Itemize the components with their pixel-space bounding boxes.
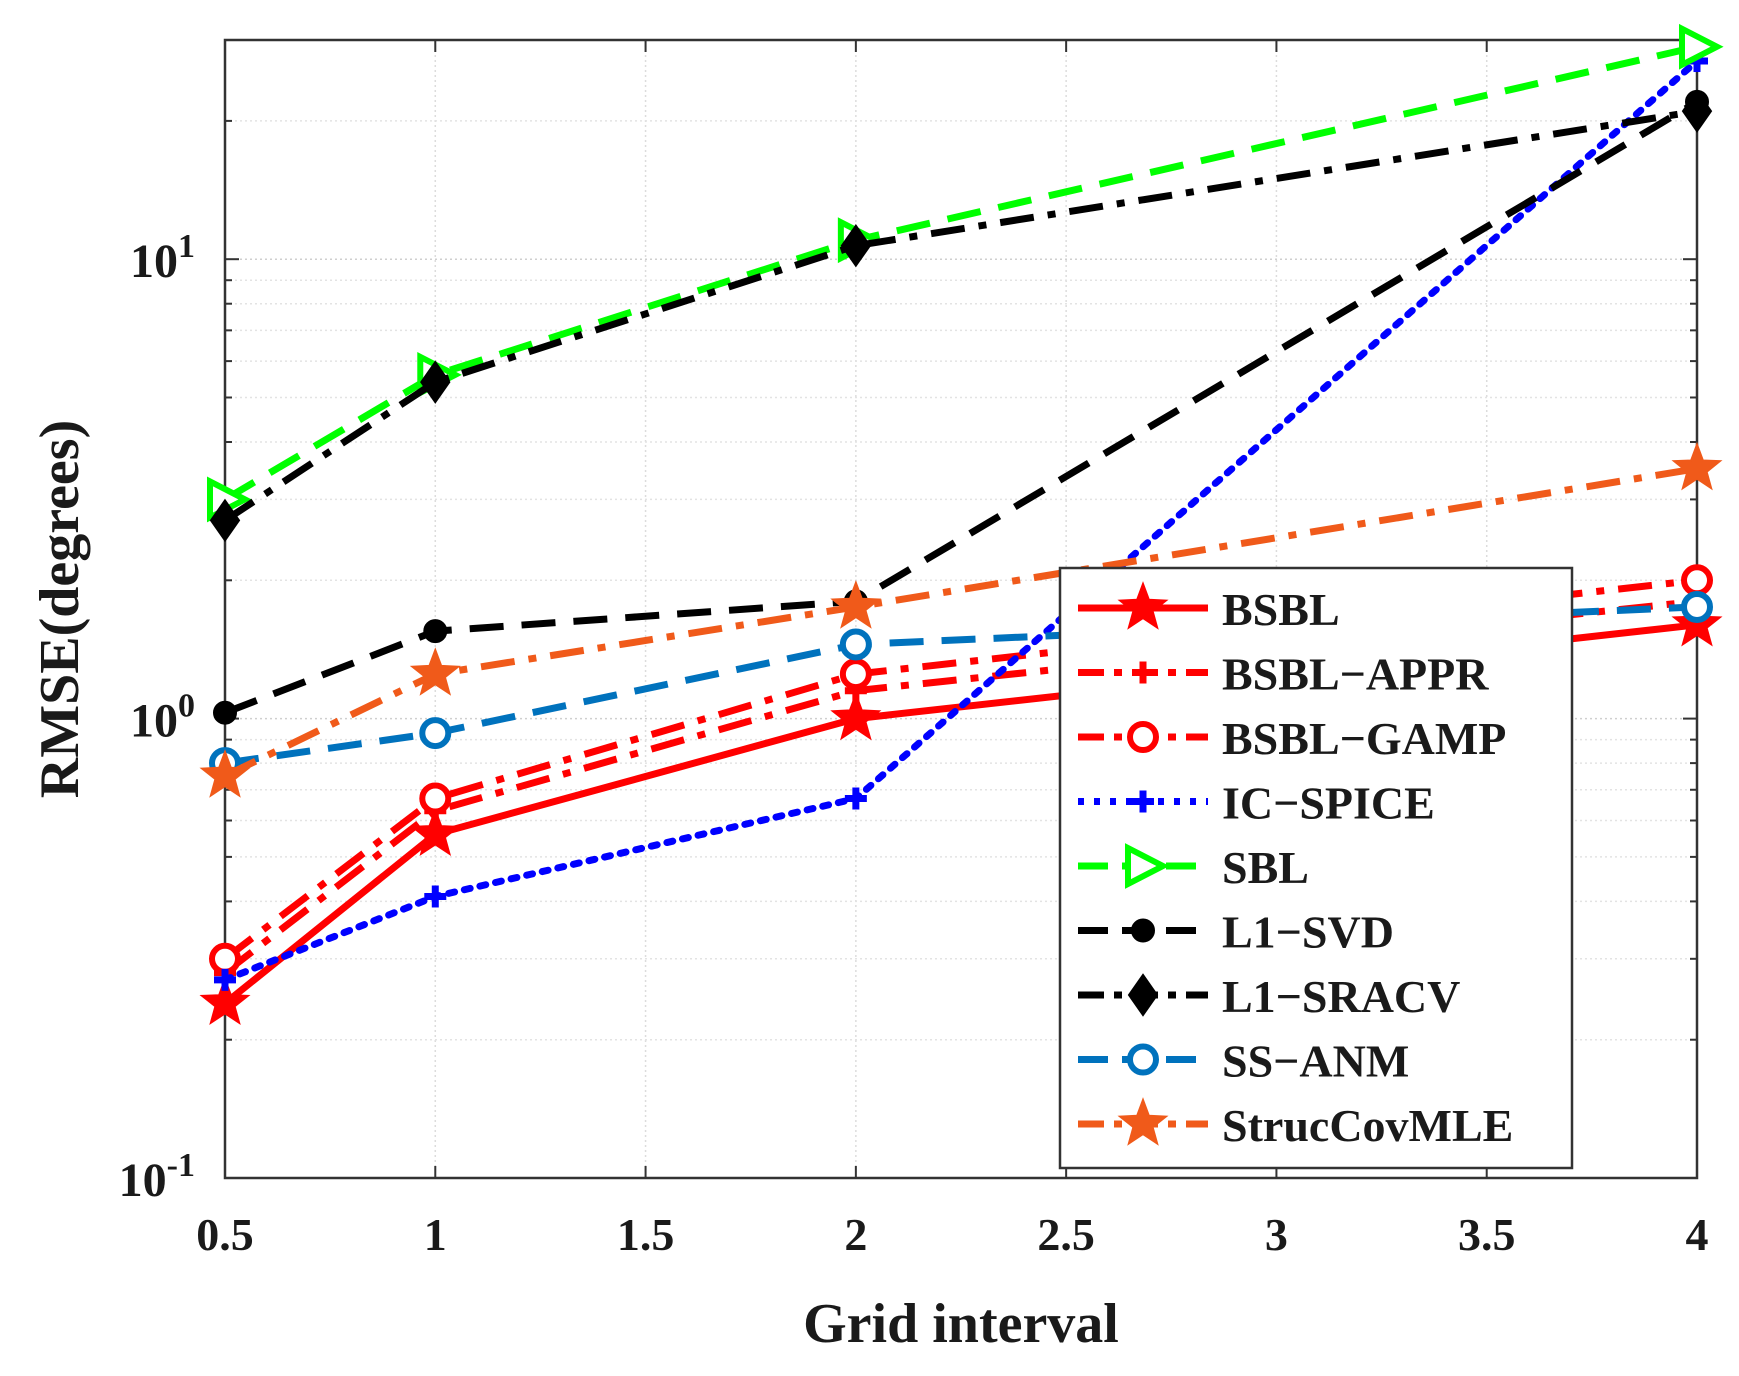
data-point xyxy=(830,580,882,629)
data-point xyxy=(839,628,872,661)
data-point xyxy=(419,717,452,750)
x-tick-label: 3.5 xyxy=(1458,1209,1516,1260)
data-point xyxy=(209,942,241,975)
legend-item: IC−SPICE xyxy=(1078,778,1435,829)
x-tick-label: 1 xyxy=(424,1209,447,1260)
data-point xyxy=(1681,590,1713,623)
series-l1-sracv xyxy=(209,89,1713,543)
legend-item: BSBL xyxy=(1078,581,1340,635)
data-point xyxy=(199,749,251,798)
legend-item: SBL xyxy=(1078,842,1309,893)
series-line xyxy=(223,107,1698,524)
series-ic-spice xyxy=(214,50,1708,991)
data-point xyxy=(423,619,448,644)
data-point xyxy=(1679,23,1724,70)
data-point xyxy=(1681,89,1713,133)
data-point xyxy=(840,223,872,268)
data-point xyxy=(199,976,251,1026)
series-line xyxy=(223,465,1698,780)
y-axis-label: RMSE(degrees) xyxy=(29,420,91,798)
legend-label: SBL xyxy=(1222,842,1309,893)
y-tick-label: 10-1 xyxy=(119,1147,195,1207)
legend-label: StrucCovMLE xyxy=(1222,1100,1513,1151)
legend-marker xyxy=(1127,973,1159,1017)
legend-marker xyxy=(1132,661,1154,684)
legend-marker xyxy=(1127,1043,1159,1076)
legend-item: L1−SRACV xyxy=(1078,971,1460,1022)
data-point xyxy=(409,647,461,696)
legend-item: SS−ANM xyxy=(1078,1036,1409,1087)
data-point xyxy=(214,968,236,991)
data-point xyxy=(844,787,867,810)
legend-label: IC−SPICE xyxy=(1222,778,1435,829)
legend-marker xyxy=(1127,721,1159,753)
legend-label: L1−SVD xyxy=(1222,907,1394,958)
data-point xyxy=(839,658,872,691)
y-tick-label: 101 xyxy=(130,228,195,288)
x-tick-label: 1.5 xyxy=(617,1209,675,1260)
legend-item: L1−SVD xyxy=(1078,907,1394,958)
series-struccovmle xyxy=(199,441,1723,798)
grid xyxy=(224,39,1698,1179)
legend-item: BSBL−GAMP xyxy=(1078,713,1506,764)
legend-item: StrucCovMLE xyxy=(1078,1097,1513,1151)
legend-marker xyxy=(1132,790,1154,813)
data-point xyxy=(209,498,241,543)
data-point xyxy=(1681,564,1713,597)
x-axis-label: Grid interval xyxy=(803,1293,1119,1355)
x-tick-label: 4 xyxy=(1686,1209,1709,1260)
x-tick-label: 3 xyxy=(1265,1209,1288,1260)
legend-label: BSBL−APPR xyxy=(1222,649,1489,700)
legend-label: BSBL xyxy=(1222,584,1340,635)
legend-item: BSBL−APPR xyxy=(1078,649,1489,700)
data-point xyxy=(424,885,447,908)
legend-marker xyxy=(1117,581,1169,630)
series-line xyxy=(223,98,1699,716)
legend-marker xyxy=(1125,843,1170,889)
legend-marker xyxy=(1117,1097,1169,1146)
x-tick-label: 2.5 xyxy=(1037,1209,1095,1260)
data-point xyxy=(1671,441,1723,491)
legend: BSBL BSBL−APPR BSBL−GAMP IC−SPICE SBL L1−SVD L… xyxy=(1058,566,1574,1170)
data-point xyxy=(419,782,452,815)
data-point xyxy=(420,360,451,404)
series-sbl xyxy=(207,23,1724,523)
legend-label: L1−SRACV xyxy=(1222,971,1460,1022)
data-point xyxy=(213,700,237,725)
legend-label: SS−ANM xyxy=(1222,1036,1409,1087)
series-line xyxy=(223,43,1698,503)
legend-label: BSBL−GAMP xyxy=(1222,713,1506,764)
x-tick-label: 2 xyxy=(844,1209,867,1260)
y-tick-label: 100 xyxy=(130,688,195,748)
legend-marker xyxy=(1131,918,1155,943)
data-point xyxy=(830,691,882,741)
x-tick-label: 0.5 xyxy=(196,1209,254,1260)
series-line xyxy=(221,57,1701,984)
